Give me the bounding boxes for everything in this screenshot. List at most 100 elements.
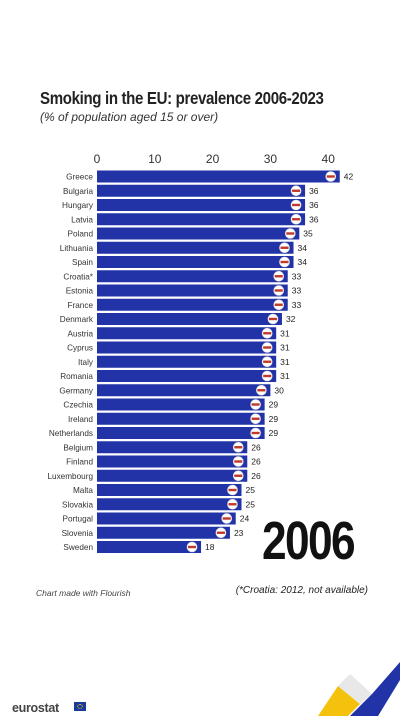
bar (97, 384, 271, 397)
sweden-flag-icon-stripe (188, 545, 197, 549)
slovenia-flag-icon-stripe (216, 531, 225, 534)
portugal-flag-icon-stripe (222, 517, 231, 520)
france-flag-icon-stripe (274, 303, 283, 306)
x-tick-label: 0 (94, 152, 101, 166)
value-label: 25 (246, 485, 256, 495)
category-label: Cyprus (67, 344, 93, 353)
belgium-flag-icon-stripe (234, 446, 243, 449)
category-label: Estonia (66, 287, 94, 296)
lithuania-flag-icon-stripe (280, 246, 289, 249)
bar (97, 398, 265, 411)
bar (97, 213, 306, 226)
value-label: 24 (240, 514, 250, 524)
denmark-flag-icon-stripe (268, 317, 277, 321)
value-label: 30 (274, 385, 284, 395)
category-label: Latvia (71, 215, 93, 224)
category-label: Finland (66, 458, 93, 467)
bar (97, 355, 277, 368)
chart-title: Smoking in the EU: prevalence 2006-2023 (40, 88, 324, 108)
bar (97, 298, 288, 311)
malta-flag-icon-stripe (228, 488, 237, 492)
year-label: 2006 (262, 511, 356, 571)
value-label: 42 (344, 172, 354, 182)
value-label: 31 (280, 343, 290, 353)
category-label: Sweden (63, 543, 93, 552)
bar (97, 469, 248, 482)
bar (97, 541, 202, 553)
category-label: Luxembourg (47, 472, 93, 481)
bar (97, 327, 277, 340)
value-label: 34 (298, 257, 308, 267)
value-label: 25 (246, 499, 256, 509)
category-label: Slovakia (62, 500, 93, 509)
value-label: 18 (205, 542, 215, 552)
category-label: Austria (68, 329, 94, 338)
value-label: 35 (303, 229, 313, 239)
chart-footnote: (*Croatia: 2012, not available) (235, 585, 368, 596)
spain-flag-icon-stripe (280, 260, 289, 264)
croatia-flag-icon-stripe (274, 275, 283, 278)
category-label: Croatia* (63, 272, 93, 281)
eurostat-logo: eurostat (12, 701, 59, 715)
slovakia-flag-icon-stripe (228, 503, 237, 506)
bar (97, 313, 282, 325)
bar (97, 227, 300, 240)
category-label: Portugal (63, 515, 94, 524)
value-label: 33 (292, 286, 302, 296)
value-label: 31 (280, 371, 290, 381)
category-label: Ireland (68, 415, 93, 424)
bar (97, 412, 265, 425)
decorative-chevron-icon (318, 662, 400, 716)
x-tick-label: 10 (148, 152, 162, 166)
bar (97, 170, 340, 183)
czechia-flag-icon-stripe (251, 403, 260, 406)
category-label: Greece (66, 173, 93, 182)
bar (97, 498, 242, 511)
bar (97, 427, 265, 439)
category-label: Lithuania (60, 244, 94, 253)
bulgaria-flag-icon-stripe (292, 189, 301, 192)
romania-flag-icon-stripe (263, 374, 272, 378)
value-label: 29 (269, 414, 279, 424)
value-label: 29 (269, 428, 279, 438)
value-label: 26 (251, 457, 261, 467)
category-label: Slovenia (62, 529, 94, 538)
greece-flag-icon-stripe (326, 175, 335, 178)
category-label: Spain (72, 258, 93, 267)
hungary-flag-icon-stripe (292, 203, 301, 207)
category-label: Hungary (62, 201, 94, 210)
ireland-flag-icon-stripe (251, 417, 260, 420)
estonia-flag-icon-stripe (274, 289, 283, 292)
value-label: 33 (292, 300, 302, 310)
chart-credit: Chart made with Flourish (36, 588, 131, 598)
bar (97, 512, 236, 525)
x-tick-label: 20 (206, 152, 220, 166)
value-label: 23 (234, 528, 244, 538)
category-label: Romania (60, 372, 93, 381)
value-label: 26 (251, 471, 261, 481)
bar (97, 256, 294, 268)
category-label: Czechia (63, 401, 93, 410)
value-label: 34 (298, 243, 308, 253)
category-label: Germany (59, 386, 94, 395)
eu-flag-icon (74, 702, 86, 711)
category-label: Bulgaria (63, 187, 93, 196)
category-label: Denmark (60, 315, 94, 324)
poland-flag-icon-stripe (286, 232, 295, 235)
bar (97, 441, 248, 454)
bar (97, 341, 277, 354)
finland-flag-icon-stripe (234, 460, 243, 463)
x-tick-label: 40 (322, 152, 336, 166)
category-label: Italy (78, 358, 94, 367)
value-label: 29 (269, 400, 279, 410)
bar (97, 284, 288, 297)
value-label: 36 (309, 186, 319, 196)
latvia-flag-icon-stripe (292, 218, 301, 221)
bar (97, 241, 294, 254)
bar-chart: 0 10 20 30 40 Greece 42 Bulgaria 36 Hungary 36 Latv… (47, 152, 354, 553)
bar (97, 484, 242, 496)
italy-flag-icon-stripe (263, 360, 272, 363)
value-label: 36 (309, 200, 319, 210)
value-label: 26 (251, 442, 261, 452)
value-label: 32 (286, 314, 296, 324)
